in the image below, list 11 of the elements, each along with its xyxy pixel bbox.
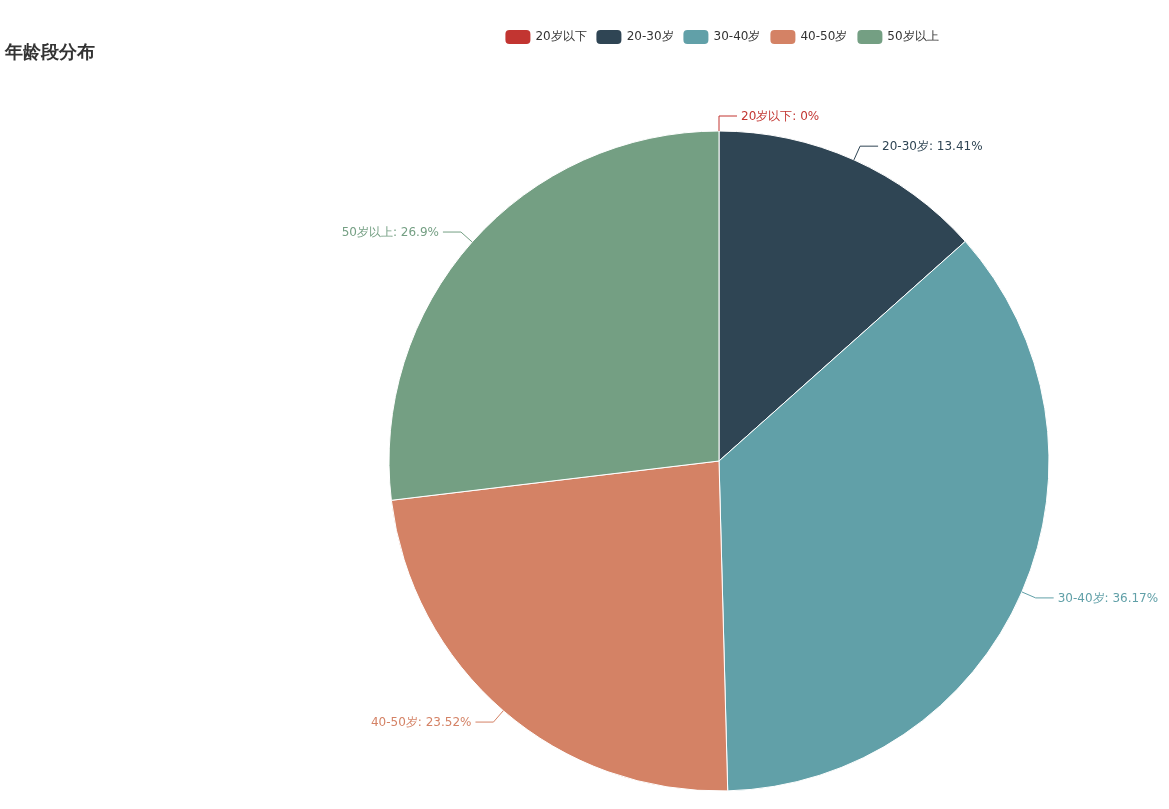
legend-label: 50岁以上	[887, 28, 939, 45]
legend-label: 20岁以下	[535, 28, 587, 45]
data-label: 20-30岁: 13.41%	[882, 139, 983, 154]
legend-label: 40-50岁	[800, 28, 848, 45]
data-label: 50岁以上: 26.9%	[341, 225, 439, 240]
legend-label: 20-30岁	[626, 28, 674, 45]
text: 20岁以下: 0%	[741, 109, 820, 123]
legend-label: 30-40岁	[713, 28, 761, 45]
data-label: 40-50岁: 23.52%	[370, 715, 472, 730]
text: 年龄段分布	[5, 40, 95, 64]
data-label: 30-40岁: 36.17%	[1057, 590, 1159, 605]
